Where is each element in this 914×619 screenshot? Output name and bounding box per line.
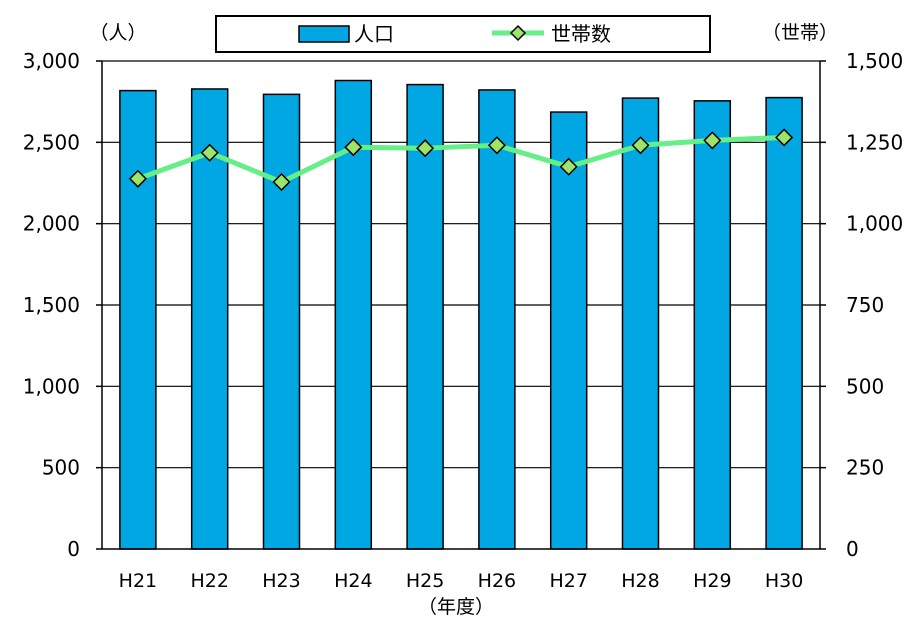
household-marker [272,172,291,192]
left-axis-tick-label: 1,000 [23,374,80,398]
x-axis-tick-label: H23 [262,570,300,592]
household-marker [487,136,506,155]
legend-population-swatch [298,25,350,43]
x-axis-tick-label: H30 [765,570,803,592]
legend-household-label: 世帯数 [551,22,611,46]
x-axis-tick-label: H21 [119,570,157,592]
household-marker [128,169,147,188]
right-axis-unit: （世帯） [762,22,838,44]
left-axis-tick-label: 0 [67,537,80,561]
legend-box [215,15,711,53]
right-axis-tick-label: 1,250 [846,130,903,154]
household-marker [200,143,219,162]
right-axis-tick-label: 750 [846,293,884,317]
x-axis-tick-label: H24 [334,570,372,592]
population-bar [334,79,373,550]
left-axis-tick-label: 2,500 [23,130,80,154]
population-bar [119,89,157,550]
left-axis-unit: （人） [89,22,146,44]
axes [96,60,826,550]
population-bar [478,89,516,550]
legend: 人口 世帯数 [215,15,711,53]
legend-population-label: 人口 [354,22,394,46]
x-axis-tick-label: H25 [406,570,444,592]
left-axis-tick-label: 2,000 [23,212,80,236]
household-marker [703,131,722,150]
household-line [128,128,794,192]
left-axis-tick-label: 3,000 [23,49,80,73]
x-axis-label: （年度） [418,596,494,618]
x-axis-tick-label: H22 [190,570,228,592]
household-marker [344,138,363,157]
left-axis-tick-label: 500 [42,456,80,480]
population-bar [765,96,803,550]
population-bar [406,83,444,550]
left-axis-tick-label: 1,500 [23,293,80,317]
legend-household-marker [509,24,527,42]
population-bar [621,97,660,550]
right-axis-tick-label: 0 [846,537,859,561]
population-bar [693,100,732,550]
right-axis-tick-label: 1,000 [846,212,903,236]
x-axis-tick-label: H28 [621,570,659,592]
x-axis-tick-label: H27 [549,570,587,592]
household-marker [631,136,650,155]
right-axis-tick-label: 1,500 [846,49,903,73]
household-marker [775,128,794,147]
right-axis-tick-label: 250 [846,456,884,480]
household-line-path [137,134,785,185]
x-axis-tick-label: H26 [478,570,516,592]
household-marker [559,157,578,176]
household-marker [416,139,435,158]
population-bar [262,93,301,550]
x-axis-tick-label: H29 [693,570,731,592]
population-bars [119,79,803,550]
tick-labels: 0 0 500 250 1,000 500 1,500 750 2,000 1,000 2,500 1… [23,49,904,592]
right-axis-tick-label: 500 [846,374,884,398]
population-bar [549,111,588,550]
